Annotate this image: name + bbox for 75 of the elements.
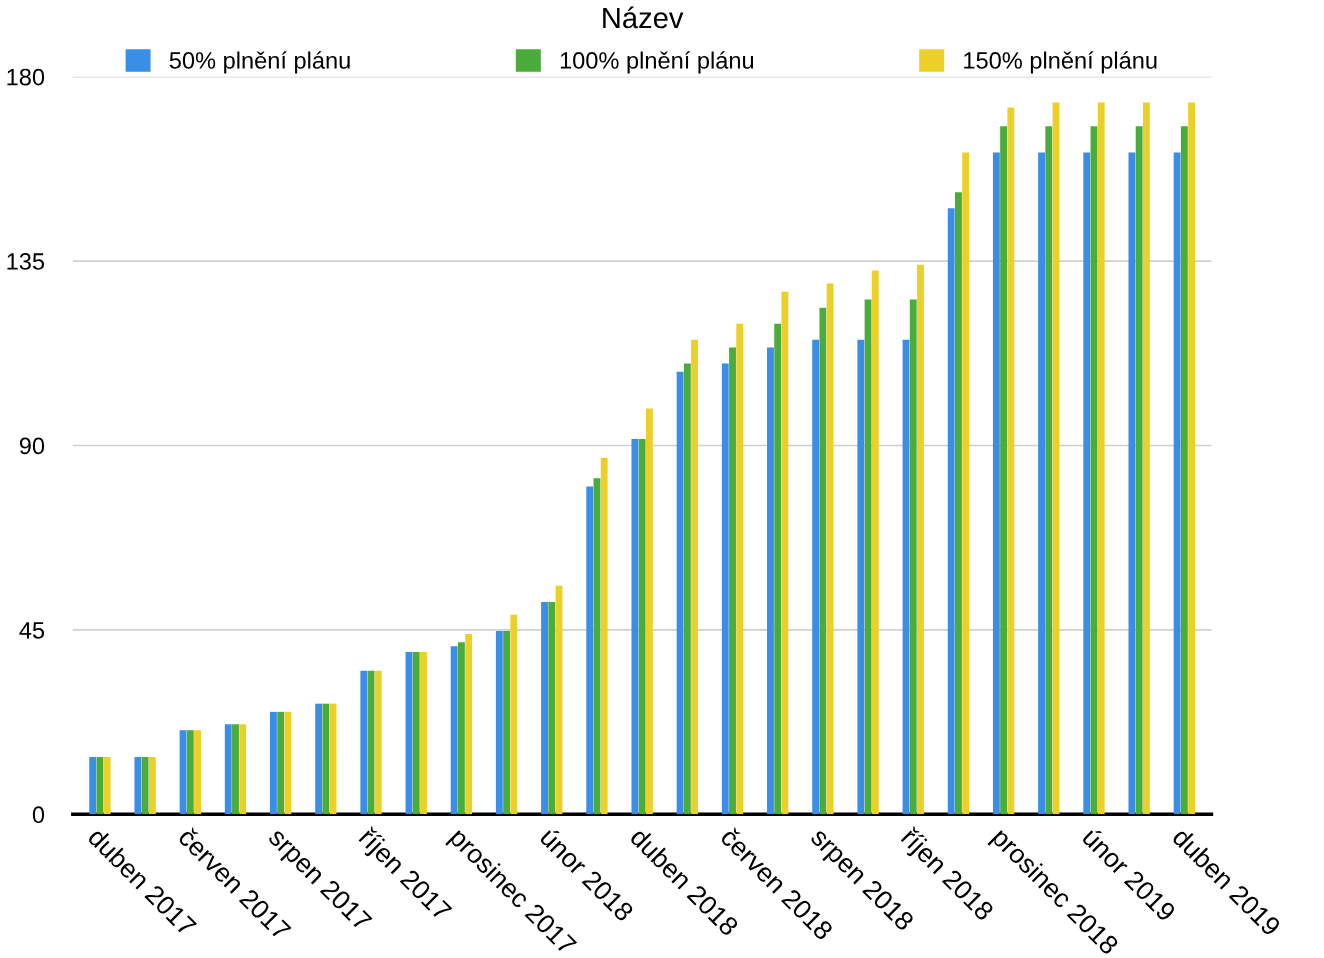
- bar: [277, 711, 285, 815]
- bar: [676, 371, 684, 815]
- bar: [586, 486, 594, 815]
- legend-label: 100% plnění plánu: [560, 51, 754, 74]
- bar: [96, 756, 104, 815]
- bar: [315, 703, 323, 815]
- bar: [322, 703, 330, 815]
- bar: [1007, 107, 1015, 815]
- bar: [541, 602, 548, 815]
- chart-title: Název: [603, 6, 684, 29]
- y-tick-label: 0: [32, 806, 45, 824]
- bar: [179, 730, 187, 815]
- bar: [510, 614, 518, 815]
- bar: [781, 291, 789, 815]
- bar: [450, 646, 458, 815]
- bar: [1173, 152, 1181, 815]
- bar: [360, 670, 368, 815]
- bar: [141, 756, 149, 815]
- bar: [819, 307, 827, 815]
- bar: [1038, 152, 1045, 815]
- bar: [548, 602, 556, 815]
- bar: [1097, 102, 1105, 815]
- bar: [239, 724, 247, 815]
- bar: [962, 152, 970, 815]
- bar: [645, 408, 653, 815]
- bar: [374, 670, 382, 815]
- bar: [826, 283, 834, 815]
- bar: [729, 347, 736, 815]
- bar: [774, 323, 782, 815]
- bar: [148, 756, 156, 815]
- bar: [992, 152, 1000, 815]
- bar: [186, 730, 194, 815]
- bar: [947, 208, 955, 815]
- bar: [103, 756, 111, 815]
- bar: [871, 270, 879, 815]
- bar: [89, 756, 97, 815]
- bar: [495, 631, 503, 815]
- bar: [270, 711, 277, 815]
- bar: [683, 363, 691, 815]
- bar: [465, 633, 473, 815]
- bar: [503, 631, 511, 815]
- bar: [917, 264, 924, 815]
- bar: [420, 652, 427, 815]
- legend-label: 150% plnění plánu: [964, 51, 1157, 74]
- bar: [412, 652, 420, 815]
- legend-label: 50% plnění plánu: [169, 51, 350, 74]
- bar: [954, 192, 962, 815]
- bar: [1180, 126, 1188, 815]
- bar: [1000, 126, 1008, 815]
- bar: [767, 347, 774, 815]
- y-tick-label: 180: [7, 68, 45, 86]
- bar: [631, 438, 639, 815]
- bar: [1142, 102, 1150, 815]
- bar: [736, 323, 744, 815]
- y-tick-label: 90: [19, 437, 45, 455]
- bar: [721, 363, 729, 815]
- bar: [600, 457, 608, 815]
- bar: [1188, 102, 1196, 815]
- bar: [134, 756, 142, 815]
- bar: [812, 339, 820, 815]
- bar: [909, 299, 917, 815]
- bar: [1135, 126, 1143, 815]
- bar: [1045, 126, 1053, 815]
- y-tick-label: 45: [19, 622, 45, 639]
- bar: [284, 711, 292, 815]
- bar: [691, 339, 698, 815]
- bar: [638, 438, 646, 815]
- bar: [457, 642, 465, 815]
- bar: [232, 724, 239, 815]
- bar: [224, 724, 232, 815]
- bar: [329, 703, 337, 815]
- bar: [1083, 152, 1091, 815]
- bar: [857, 339, 865, 815]
- bar: [194, 730, 201, 815]
- y-tick-label: 135: [7, 253, 45, 270]
